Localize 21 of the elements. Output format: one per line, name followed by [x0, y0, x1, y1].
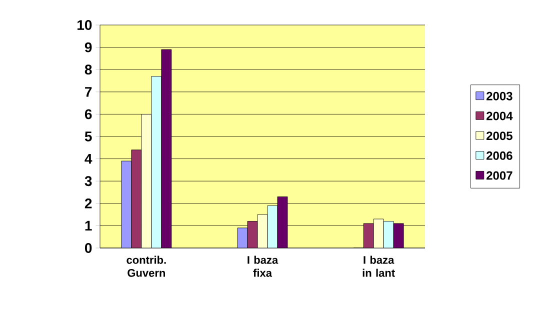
y-tick-label: 2 [84, 198, 92, 208]
x-tick-label: I baza fixa [248, 256, 278, 277]
y-tick-label: 9 [84, 42, 92, 52]
legend-label: 2003 [486, 92, 512, 100]
y-tick-label: 5 [84, 132, 92, 142]
legend-label: 2005 [486, 132, 512, 140]
y-tick-label: 10 [78, 20, 92, 30]
y-tick-label: 7 [85, 87, 92, 97]
y-tick-label: 1 [85, 220, 92, 231]
y-tick-label: 4 [84, 154, 92, 164]
x-tick-label: I baza in lant [362, 256, 395, 277]
legend-label: 2006 [486, 151, 512, 160]
y-tick-label: 6 [84, 109, 92, 120]
bar [161, 49, 172, 248]
y-tick-label: 3 [84, 176, 92, 186]
legend-label: 2004 [486, 112, 513, 120]
y-tick-label: 8 [84, 64, 92, 75]
legend-label: 2007 [486, 171, 512, 180]
x-tick-label: contrib. Guvern [126, 256, 166, 277]
bar [151, 76, 162, 248]
y-tick-label: 0 [84, 243, 92, 253]
